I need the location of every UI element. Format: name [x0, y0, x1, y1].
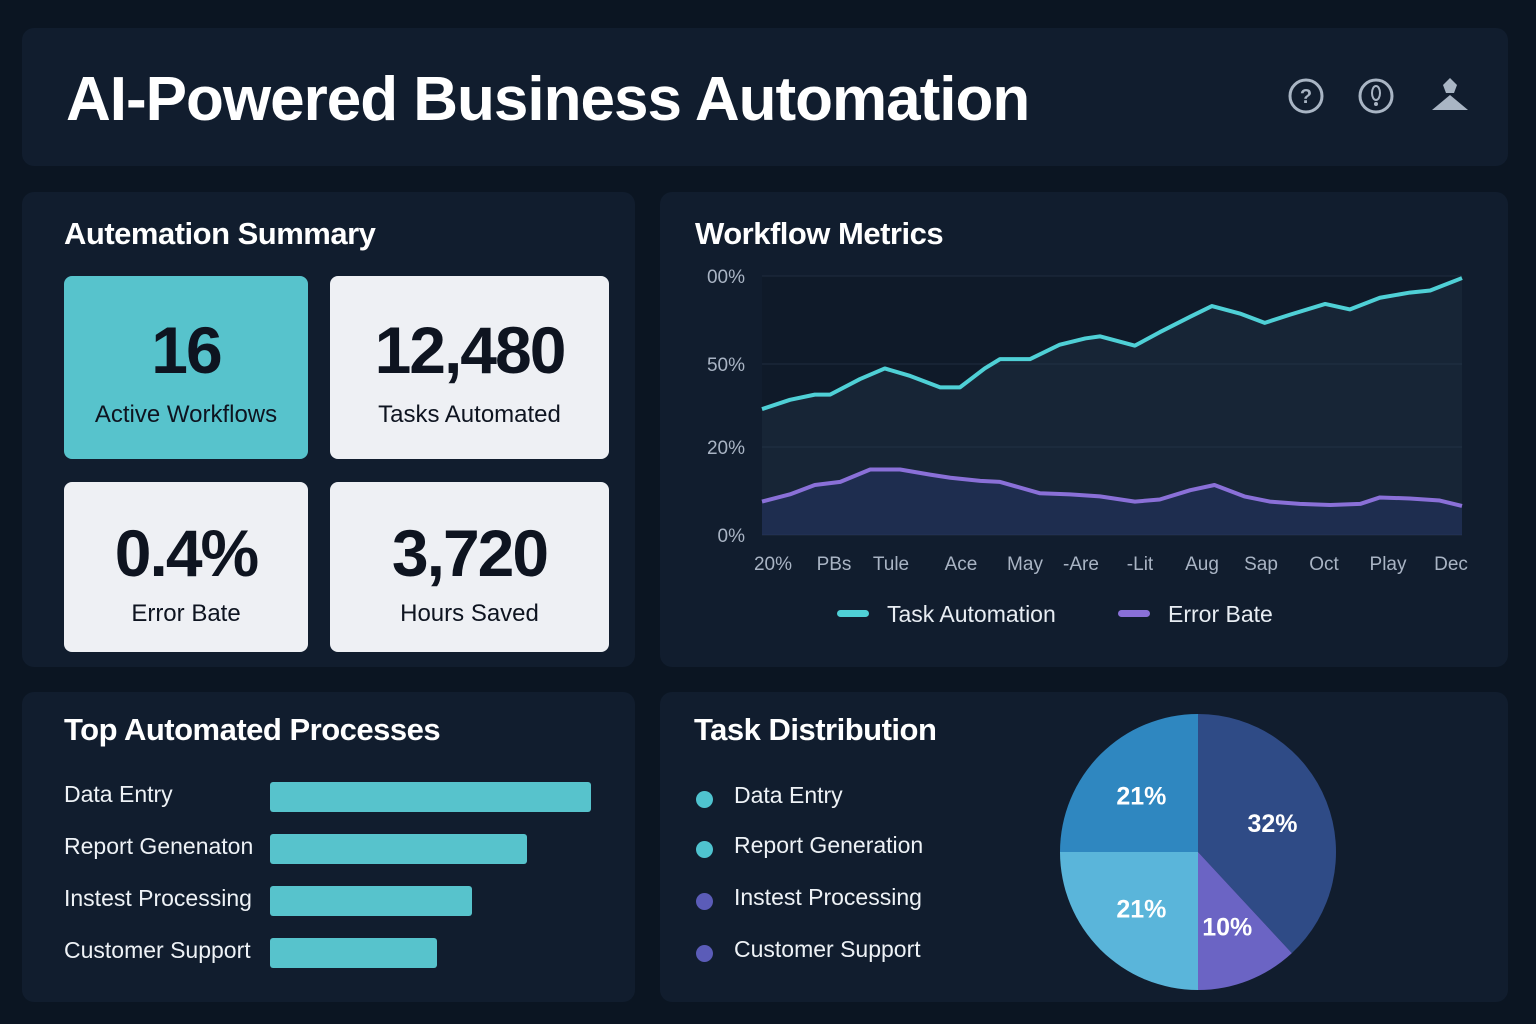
- user-icon[interactable]: [1430, 76, 1470, 116]
- series-line-0: [761, 276, 1463, 412]
- top-processes-panel: Top Automated Processes Data Entry Report…: [22, 692, 635, 1002]
- series-area: [762, 278, 1462, 535]
- active-workflows-card[interactable]: 16 Active Workflows: [64, 276, 308, 459]
- pie-slice[interactable]: [1060, 714, 1198, 852]
- plot-area: [762, 276, 1462, 535]
- x-tick-label: Ace: [945, 554, 978, 575]
- y-tick-label: 0%: [718, 526, 746, 547]
- x-tick-label: Aug: [1185, 554, 1219, 575]
- header-bar: AI-Powered Business Automation ?: [22, 28, 1508, 166]
- legend-label[interactable]: Instest Processing: [734, 884, 922, 910]
- x-tick-label: Play: [1370, 554, 1407, 575]
- bar-label: Customer Support: [64, 937, 251, 963]
- pie-slice-label: 21%: [1116, 896, 1166, 924]
- legend-dot: [696, 791, 713, 808]
- series-line-1: [761, 467, 1463, 508]
- legend-dot: [696, 945, 713, 962]
- x-tick-label: -Lit: [1127, 554, 1154, 575]
- task-distribution-pie: 32% 10% 21% 21%: [1060, 714, 1336, 990]
- series-area: [762, 469, 1462, 535]
- bar[interactable]: [270, 782, 591, 812]
- y-tick-label: 00%: [707, 267, 745, 288]
- card-label: Active Workflows: [94, 401, 278, 428]
- bar-label: Report Genenaton: [64, 833, 254, 859]
- x-tick-label: -Are: [1063, 554, 1099, 575]
- card-value: 0.4%: [114, 516, 259, 590]
- card-value: 16: [151, 313, 222, 387]
- tasks-automated-card[interactable]: 12,480 Tasks Automated: [330, 276, 609, 459]
- pie-slice[interactable]: [1198, 852, 1292, 990]
- bar-label: Data Entry: [64, 781, 173, 807]
- summary-title: Autemation Summary: [64, 216, 376, 251]
- top-processes-title: Top Automated Processes: [64, 712, 441, 747]
- notification-icon[interactable]: [1356, 76, 1396, 116]
- legend-label[interactable]: Customer Support: [734, 936, 921, 962]
- workflow-line-chart: 00% 50% 20% 0% 20% PBs Tule Ace May -Are -Lit Aug Sa…: [707, 267, 1468, 627]
- error-rate-card[interactable]: 0.4% Error Bate: [64, 482, 308, 652]
- x-tick-label: Dec: [1434, 554, 1468, 575]
- x-tick-label: Tule: [873, 554, 909, 575]
- legend-label[interactable]: Data Entry: [734, 782, 843, 808]
- x-tick-label: Oct: [1309, 554, 1339, 575]
- card-label: Tasks Automated: [378, 401, 561, 428]
- page-title: AI-Powered Business Automation: [66, 65, 1030, 134]
- hours-saved-card[interactable]: 3,720 Hours Saved: [330, 482, 609, 652]
- x-tick-label: 20%: [754, 554, 792, 575]
- y-tick-label: 20%: [707, 438, 745, 459]
- help-icon[interactable]: ?: [1286, 76, 1326, 116]
- svg-text:?: ?: [1300, 86, 1312, 108]
- legend-label[interactable]: Report Generation: [734, 832, 924, 858]
- x-tick-label: Sap: [1244, 554, 1278, 575]
- pie-slice-label: 10%: [1202, 914, 1252, 942]
- y-tick-label: 50%: [707, 355, 745, 376]
- card-value: 3,720: [391, 516, 549, 590]
- legend-swatch: [837, 610, 869, 617]
- card-label: Hours Saved: [400, 600, 539, 627]
- pie-slice[interactable]: [1060, 852, 1198, 990]
- legend-swatch: [1118, 610, 1150, 617]
- automation-summary-panel: Autemation Summary 16 Active Workflows 1…: [22, 192, 635, 667]
- pie-slice-label: 32%: [1247, 810, 1297, 838]
- legend-dot: [696, 841, 713, 858]
- card-value: 12,480: [374, 313, 567, 387]
- bar[interactable]: [270, 834, 527, 864]
- bar-label: Instest Processing: [64, 885, 252, 911]
- workflow-metrics-title: Workflow Metrics: [695, 216, 944, 251]
- x-tick-label: May: [1007, 554, 1043, 575]
- legend-label[interactable]: Error Bate: [1168, 601, 1273, 627]
- pie-slice[interactable]: [1198, 714, 1336, 954]
- task-distribution-title: Task Distribution: [694, 712, 937, 747]
- legend-label[interactable]: Task Automation: [887, 601, 1056, 627]
- bar[interactable]: [270, 938, 437, 968]
- bar[interactable]: [270, 886, 473, 916]
- workflow-metrics-panel: Workflow Metrics 00% 50% 20% 0% 20% PBs Tule Ac…: [660, 192, 1508, 667]
- card-label: Error Bate: [131, 600, 241, 627]
- task-distribution-panel: Task Distribution Data Entry Report Gener…: [660, 692, 1508, 1002]
- x-tick-label: PBs: [817, 554, 852, 575]
- legend-dot: [696, 893, 713, 910]
- pie-slice-label: 21%: [1116, 782, 1166, 810]
